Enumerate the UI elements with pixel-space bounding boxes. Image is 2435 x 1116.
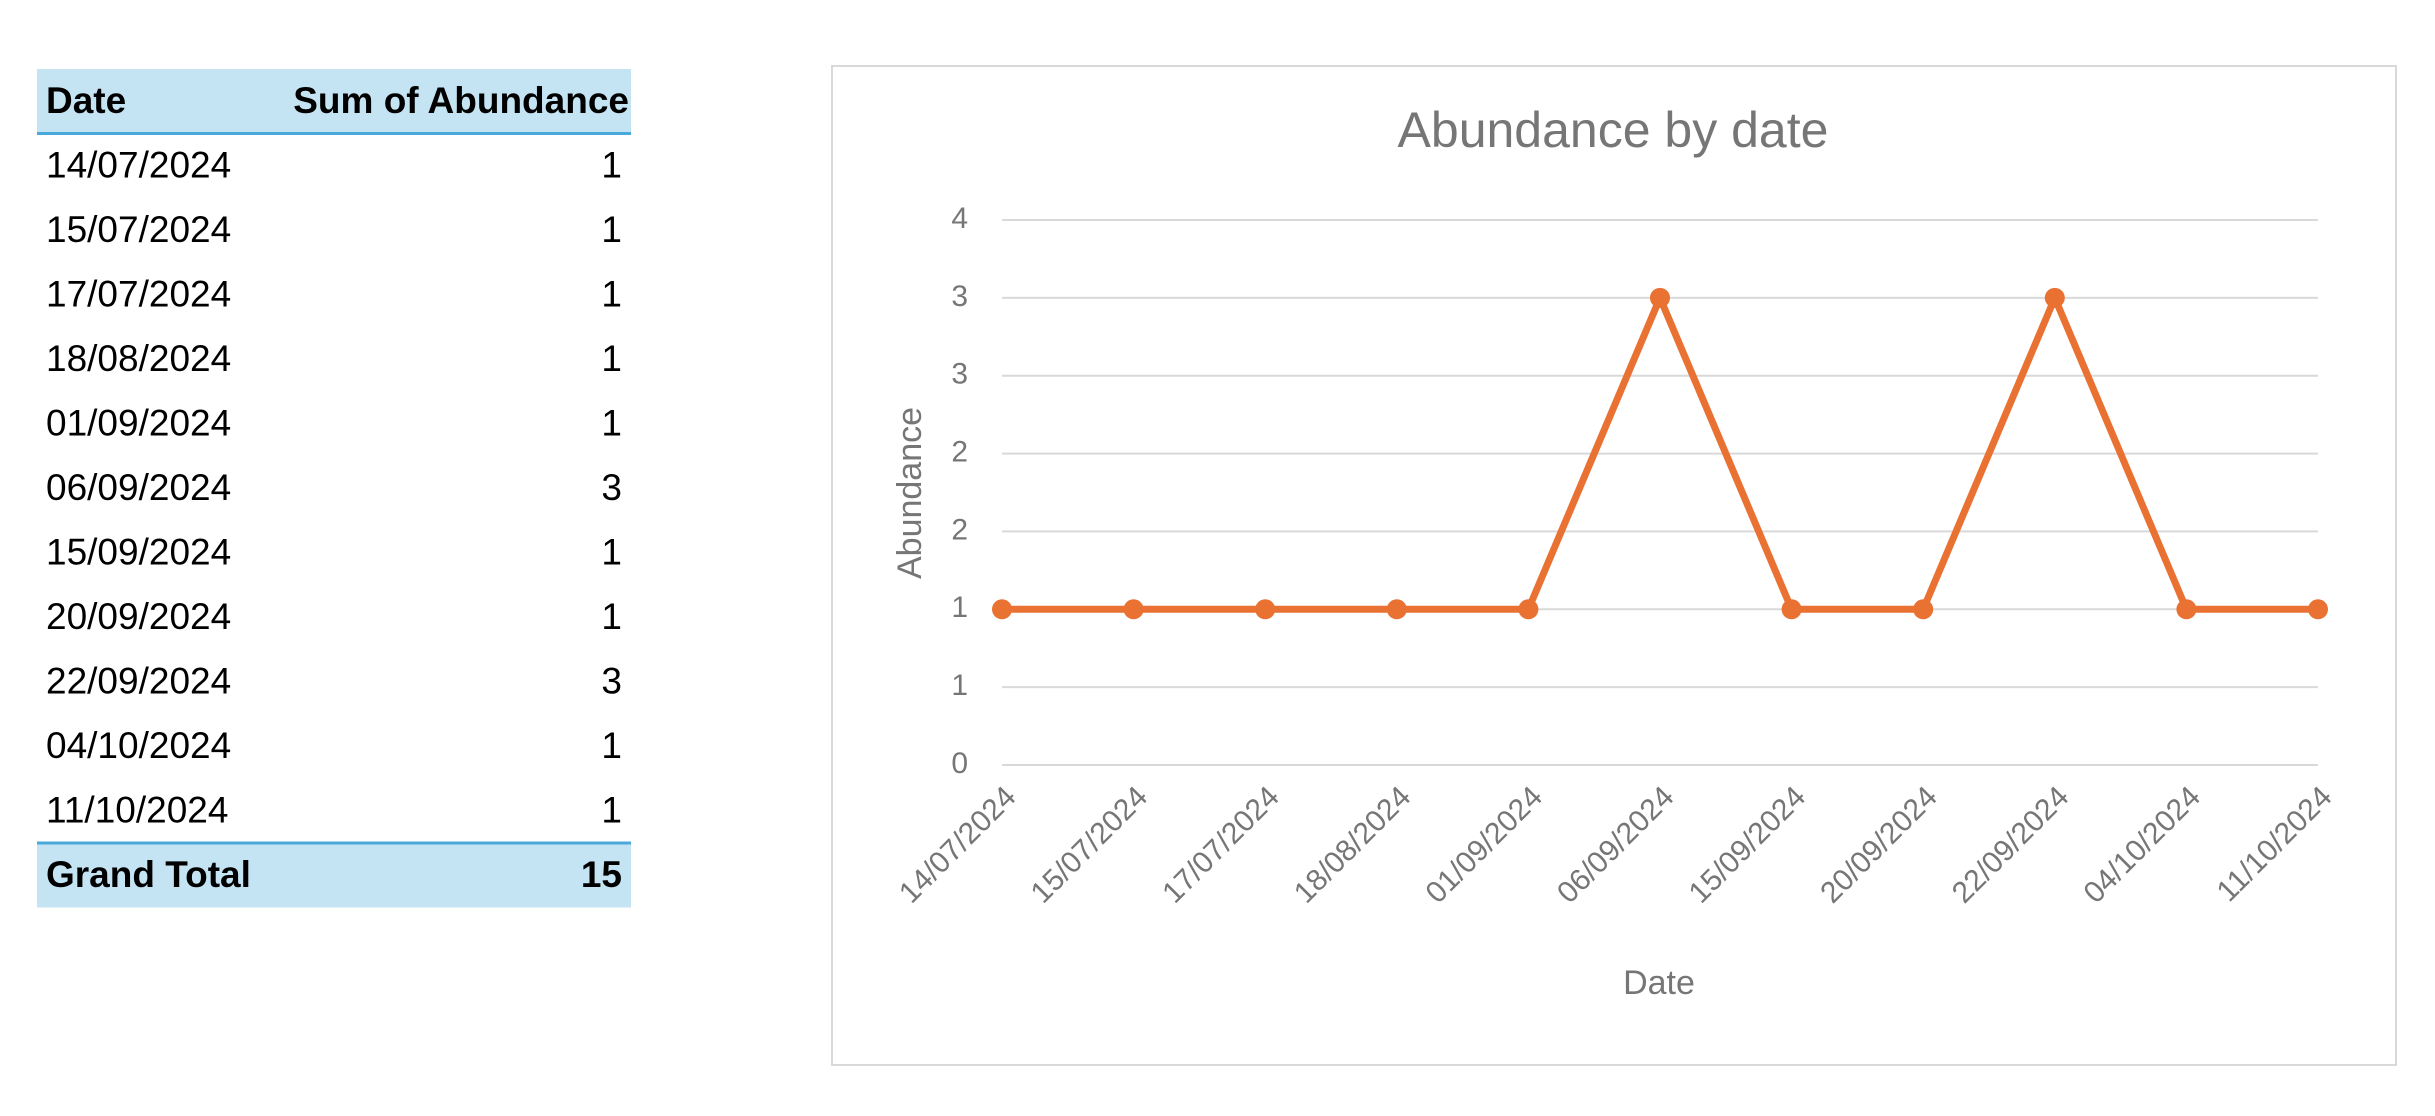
chart-title: Abundance by date (1398, 102, 1829, 158)
x-axis-title: Date (1623, 964, 1695, 1002)
y-tick-label: 2 (951, 513, 968, 546)
table-cell: 1 (601, 532, 622, 573)
table-cell: 1 (601, 596, 622, 637)
data-point (1650, 287, 1670, 308)
y-tick-label: 3 (951, 358, 968, 391)
data-point (992, 599, 1012, 620)
data-point (2308, 599, 2328, 620)
data-point (2176, 599, 2197, 620)
table-cell: 1 (601, 790, 622, 831)
y-tick-label: 0 (951, 747, 968, 780)
y-tick-label: 1 (951, 591, 968, 624)
table-cell: 18/08/2024 (46, 338, 231, 379)
y-axis-title: Abundance (891, 407, 929, 579)
data-point (2044, 287, 2065, 308)
table-cell: 06/09/2024 (46, 467, 231, 508)
table-header: Sum of Abundance (293, 80, 629, 121)
table-cell: 14/07/2024 (46, 145, 231, 186)
table-header-bg (37, 69, 631, 134)
table-header: Date (46, 80, 126, 121)
table-cell: 15/07/2024 (46, 209, 231, 250)
table-cell: 1 (601, 725, 622, 766)
table-cell: 1 (601, 274, 622, 315)
table-cell: 20/09/2024 (46, 596, 231, 637)
table-cell: 22/09/2024 (46, 661, 231, 702)
data-point (1255, 599, 1276, 620)
table-cell: 01/09/2024 (46, 403, 231, 444)
table-cell: 1 (601, 145, 622, 186)
data-point (1913, 599, 1934, 620)
y-tick-label: 4 (951, 202, 968, 235)
data-point (1123, 599, 1144, 620)
table-cell: 17/07/2024 (46, 274, 231, 315)
table-cell: 1 (601, 403, 622, 444)
table-cell: 3 (601, 467, 622, 508)
y-tick-label: 2 (951, 435, 968, 468)
data-point (1518, 599, 1539, 620)
table-cell: 3 (601, 661, 622, 702)
table-cell: 1 (601, 209, 622, 250)
table-total-bg (37, 843, 631, 908)
table-cell: 15/09/2024 (46, 532, 231, 573)
table-cell: 1 (601, 338, 622, 379)
table-total: 15 (581, 854, 622, 895)
table-cell: 11/10/2024 (46, 790, 228, 831)
table-total: Grand Total (46, 854, 251, 895)
y-tick-label: 1 (951, 669, 968, 702)
y-tick-label: 3 (951, 280, 968, 313)
data-point (1386, 599, 1407, 620)
data-point (1781, 599, 1802, 620)
table-cell: 04/10/2024 (46, 725, 231, 766)
chart-area (831, 65, 2397, 1066)
